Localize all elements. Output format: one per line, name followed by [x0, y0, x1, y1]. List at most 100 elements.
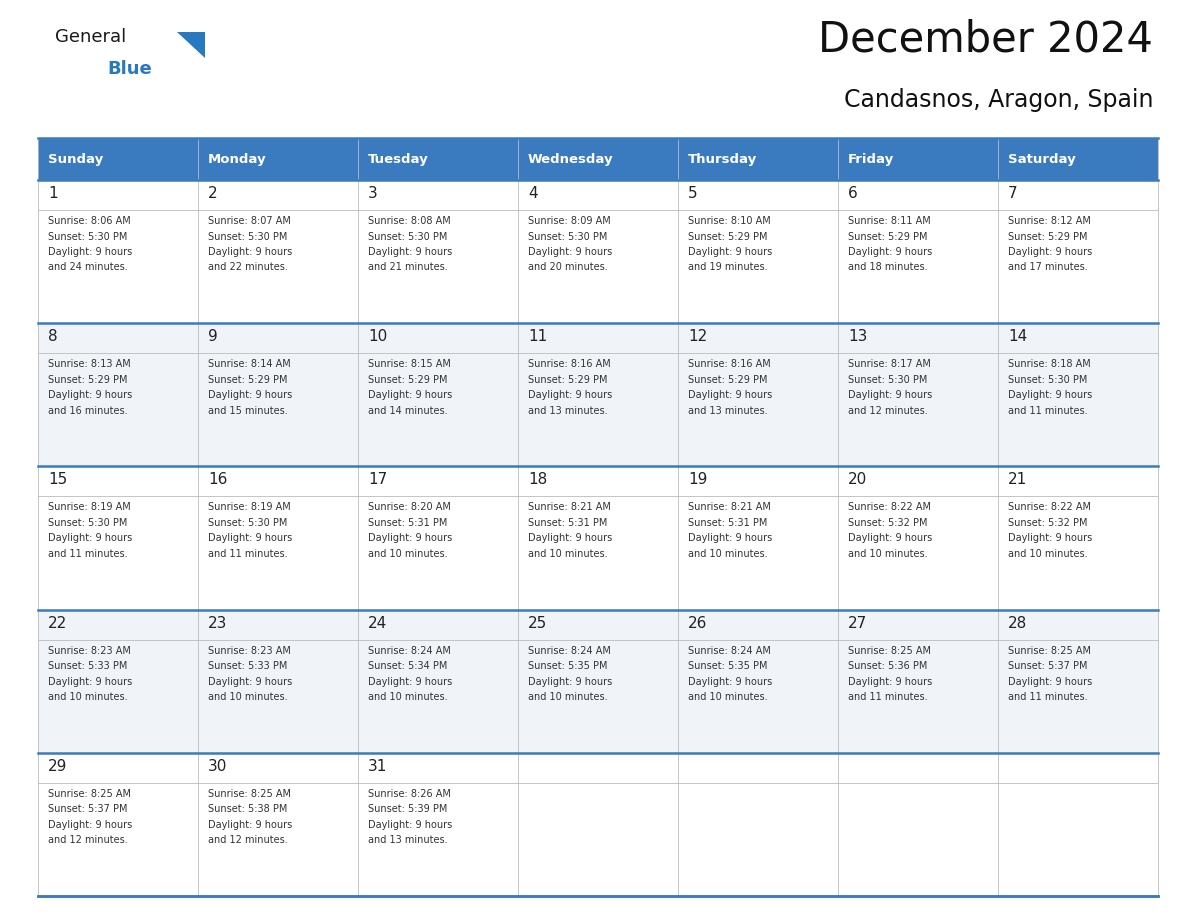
Bar — [518, 466, 678, 610]
Text: Sunset: 5:31 PM: Sunset: 5:31 PM — [527, 518, 607, 528]
Text: General: General — [55, 28, 126, 46]
Text: 25: 25 — [527, 616, 548, 631]
Bar — [678, 466, 838, 610]
Bar — [198, 610, 358, 753]
Text: Daylight: 9 hours: Daylight: 9 hours — [848, 677, 933, 687]
Text: Sunset: 5:32 PM: Sunset: 5:32 PM — [848, 518, 928, 528]
Text: Daylight: 9 hours: Daylight: 9 hours — [48, 247, 132, 257]
Text: and 10 minutes.: and 10 minutes. — [527, 549, 607, 559]
Text: 15: 15 — [48, 473, 68, 487]
Bar — [518, 753, 678, 896]
Bar — [998, 138, 1158, 180]
Text: Sunrise: 8:22 AM: Sunrise: 8:22 AM — [848, 502, 931, 512]
Text: Sunday: Sunday — [48, 152, 103, 165]
Text: Sunset: 5:30 PM: Sunset: 5:30 PM — [368, 231, 448, 241]
Text: and 19 minutes.: and 19 minutes. — [688, 263, 767, 273]
Text: Daylight: 9 hours: Daylight: 9 hours — [208, 533, 292, 543]
Bar — [198, 138, 358, 180]
Text: Daylight: 9 hours: Daylight: 9 hours — [688, 247, 772, 257]
Text: Sunset: 5:34 PM: Sunset: 5:34 PM — [368, 661, 448, 671]
Text: and 12 minutes.: and 12 minutes. — [848, 406, 928, 416]
Text: Sunrise: 8:12 AM: Sunrise: 8:12 AM — [1007, 216, 1091, 226]
Text: and 11 minutes.: and 11 minutes. — [1007, 406, 1088, 416]
Text: Sunset: 5:32 PM: Sunset: 5:32 PM — [1007, 518, 1087, 528]
Bar — [838, 466, 998, 610]
Bar — [838, 180, 998, 323]
Text: Daylight: 9 hours: Daylight: 9 hours — [208, 390, 292, 400]
Text: Daylight: 9 hours: Daylight: 9 hours — [368, 820, 453, 830]
Text: and 12 minutes.: and 12 minutes. — [208, 835, 287, 845]
Text: Daylight: 9 hours: Daylight: 9 hours — [208, 820, 292, 830]
Bar — [38, 466, 198, 610]
Text: Sunrise: 8:16 AM: Sunrise: 8:16 AM — [527, 359, 611, 369]
Text: 31: 31 — [368, 759, 387, 774]
Text: Sunset: 5:37 PM: Sunset: 5:37 PM — [1007, 661, 1087, 671]
Text: Thursday: Thursday — [688, 152, 757, 165]
Text: Sunset: 5:29 PM: Sunset: 5:29 PM — [1007, 231, 1087, 241]
Text: and 11 minutes.: and 11 minutes. — [48, 549, 127, 559]
Text: 28: 28 — [1007, 616, 1028, 631]
Text: December 2024: December 2024 — [819, 18, 1154, 60]
Text: Daylight: 9 hours: Daylight: 9 hours — [368, 677, 453, 687]
Text: 16: 16 — [208, 473, 227, 487]
Bar — [358, 138, 518, 180]
Text: Sunset: 5:31 PM: Sunset: 5:31 PM — [368, 518, 448, 528]
Text: Sunrise: 8:21 AM: Sunrise: 8:21 AM — [688, 502, 771, 512]
Bar — [38, 753, 198, 896]
Text: Daylight: 9 hours: Daylight: 9 hours — [1007, 390, 1092, 400]
Text: 10: 10 — [368, 330, 387, 344]
Text: Sunset: 5:29 PM: Sunset: 5:29 PM — [368, 375, 448, 385]
Bar — [838, 610, 998, 753]
Bar — [358, 466, 518, 610]
Text: Sunset: 5:30 PM: Sunset: 5:30 PM — [48, 518, 127, 528]
Text: and 13 minutes.: and 13 minutes. — [688, 406, 767, 416]
Text: Sunset: 5:30 PM: Sunset: 5:30 PM — [1007, 375, 1087, 385]
Text: 23: 23 — [208, 616, 227, 631]
Text: 17: 17 — [368, 473, 387, 487]
Text: 13: 13 — [848, 330, 867, 344]
Text: and 14 minutes.: and 14 minutes. — [368, 406, 448, 416]
Text: Daylight: 9 hours: Daylight: 9 hours — [368, 390, 453, 400]
Text: Wednesday: Wednesday — [527, 152, 614, 165]
Text: 2: 2 — [208, 186, 217, 201]
Text: Sunset: 5:35 PM: Sunset: 5:35 PM — [688, 661, 767, 671]
Text: Sunset: 5:37 PM: Sunset: 5:37 PM — [48, 804, 127, 814]
Text: and 11 minutes.: and 11 minutes. — [1007, 692, 1088, 702]
Text: and 18 minutes.: and 18 minutes. — [848, 263, 928, 273]
Text: Daylight: 9 hours: Daylight: 9 hours — [527, 247, 612, 257]
Text: Daylight: 9 hours: Daylight: 9 hours — [688, 390, 772, 400]
Text: Sunset: 5:31 PM: Sunset: 5:31 PM — [688, 518, 767, 528]
Text: Sunrise: 8:24 AM: Sunrise: 8:24 AM — [688, 645, 771, 655]
Text: Sunset: 5:30 PM: Sunset: 5:30 PM — [208, 231, 287, 241]
Text: Daylight: 9 hours: Daylight: 9 hours — [208, 677, 292, 687]
Text: and 10 minutes.: and 10 minutes. — [48, 692, 127, 702]
Text: and 10 minutes.: and 10 minutes. — [368, 692, 448, 702]
Text: Sunset: 5:33 PM: Sunset: 5:33 PM — [208, 661, 287, 671]
Text: and 10 minutes.: and 10 minutes. — [368, 549, 448, 559]
Text: Sunset: 5:30 PM: Sunset: 5:30 PM — [48, 231, 127, 241]
Text: Sunrise: 8:23 AM: Sunrise: 8:23 AM — [48, 645, 131, 655]
Text: 1: 1 — [48, 186, 58, 201]
Text: Friday: Friday — [848, 152, 895, 165]
Text: Sunset: 5:38 PM: Sunset: 5:38 PM — [208, 804, 287, 814]
Text: 22: 22 — [48, 616, 68, 631]
Bar — [358, 753, 518, 896]
Text: Sunrise: 8:24 AM: Sunrise: 8:24 AM — [368, 645, 451, 655]
Text: 7: 7 — [1007, 186, 1018, 201]
Bar — [358, 610, 518, 753]
Text: Daylight: 9 hours: Daylight: 9 hours — [848, 390, 933, 400]
Bar — [198, 466, 358, 610]
Text: 18: 18 — [527, 473, 548, 487]
Text: and 24 minutes.: and 24 minutes. — [48, 263, 128, 273]
Bar — [38, 323, 198, 466]
Text: and 11 minutes.: and 11 minutes. — [208, 549, 287, 559]
Text: and 22 minutes.: and 22 minutes. — [208, 263, 287, 273]
Text: and 10 minutes.: and 10 minutes. — [848, 549, 928, 559]
Text: 11: 11 — [527, 330, 548, 344]
Text: Sunrise: 8:21 AM: Sunrise: 8:21 AM — [527, 502, 611, 512]
Text: Sunrise: 8:19 AM: Sunrise: 8:19 AM — [208, 502, 291, 512]
Text: 3: 3 — [368, 186, 378, 201]
Text: Sunset: 5:39 PM: Sunset: 5:39 PM — [368, 804, 448, 814]
Bar — [998, 466, 1158, 610]
Bar — [838, 753, 998, 896]
